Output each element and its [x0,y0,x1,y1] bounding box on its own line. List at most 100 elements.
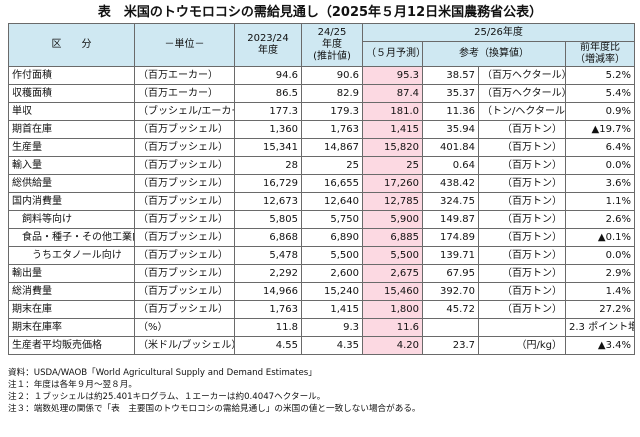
value-2025-forecast: 11.6 [362,318,423,337]
table-row: 輸出量 （百万ブッシェル） 2,292 2,600 2,675 67.95 （百万トン） 2.… [8,264,636,283]
reference-unit: （トン/ヘクタール） [478,102,566,121]
reference-unit: （百万トン） [478,174,566,193]
value-2023: 5,478 [234,246,302,265]
row-label: 期首在庫 [8,120,135,139]
value-2024: 1,415 [301,300,363,319]
row-label: うちエタノール向け [8,246,135,265]
reference-value: 35.37 [422,84,479,103]
note-3: 注３：端数処理の関係で「表 主要国のトウモロコシの需給見通し」の米国の値と一致し… [8,404,421,414]
reference-unit: （百万トン） [478,300,566,319]
table-row: 期首在庫 （百万ブッシェル） 1,360 1,763 1,415 35.94 （百万トン） ▲… [8,120,636,139]
row-unit: （百万ブッシェル） [134,174,235,193]
value-2024: 12,640 [301,192,363,211]
row-label: 輸出量 [8,264,135,283]
reference-unit: （百万トン） [478,282,566,301]
table-row: 作付面積 （百万エーカー） 94.6 90.6 95.3 38.57 （百万ヘクタール） 5.… [8,66,636,85]
row-unit: （百万エーカー） [134,66,235,85]
yoy-ratio: 2.6% [564,210,636,229]
yoy-ratio: 6.4% [564,138,636,157]
yoy-ratio: 1.4% [564,282,636,301]
header-kubun: 区 分 [8,23,135,67]
value-2023: 1,763 [234,300,302,319]
value-2023: 5,805 [234,210,302,229]
value-2023: 177.3 [234,102,302,121]
row-unit: （百万ブッシェル） [134,246,235,265]
row-label: 輸入量 [8,156,135,175]
row-unit: （%） [134,318,235,337]
reference-value: 0.64 [422,156,479,175]
row-label: 単収 [8,102,135,121]
reference-value: 139.71 [422,246,479,265]
reference-value: 35.94 [422,120,479,139]
header-2024: 24/25 年度 (推計値) [301,23,363,67]
row-label: 収穫面積 [8,84,135,103]
header-2023: 2023/24 年度 [234,23,302,67]
reference-value: 392.70 [422,282,479,301]
value-2024: 90.6 [301,66,363,85]
value-2024: 2,600 [301,264,363,283]
reference-value: 23.7 [422,336,479,355]
note-2: 注２：１ブッシェルは約25.401キログラム、１エーカーは約0.4047ヘクター… [8,392,326,402]
reference-unit: （百万ヘクタール） [478,84,566,103]
yoy-ratio: 1.1% [564,192,636,211]
value-2023: 15,341 [234,138,302,157]
row-unit: （ブッシェル/エーカー） [134,102,235,121]
row-label: 生産量 [8,138,135,157]
reference-value [422,318,479,337]
table-row: 国内消費量 （百万ブッシェル） 12,673 12,640 12,785 324.75 （百… [8,192,636,211]
header-unit: －単位－ [134,23,235,67]
reference-unit: （百万トン） [478,120,566,139]
value-2023: 16,729 [234,174,302,193]
yoy-ratio: ▲0.1% [564,228,636,247]
value-2023: 1,360 [234,120,302,139]
value-2025-forecast: 5,900 [362,210,423,229]
row-label: 飼料等向け [8,210,135,229]
reference-unit: （百万トン） [478,264,566,283]
value-2024: 5,500 [301,246,363,265]
row-unit: （百万ブッシェル） [134,210,235,229]
row-unit: （百万ブッシェル） [134,300,235,319]
value-2024: 5,750 [301,210,363,229]
table-row: 期末在庫 （百万ブッシェル） 1,763 1,415 1,800 45.72 （百万トン） 2… [8,300,636,319]
header-ratio: 前年度比 （増減率） [564,41,636,67]
value-2023: 14,966 [234,282,302,301]
value-2024: 15,240 [301,282,363,301]
yoy-ratio: 5.4% [564,84,636,103]
supply-demand-table: 区 分 －単位－ 2023/24 年度 24/25 年度 (推計値) 25/26年度 … [8,23,636,355]
row-unit: （百万ブッシェル） [134,282,235,301]
table-row: 単収（ブッシェル/エーカー）177.3179.3181.011.36（トン/ヘク… [8,102,636,121]
reference-value: 45.72 [422,300,479,319]
reference-unit: （百万トン） [478,138,566,157]
value-2023: 6,868 [234,228,302,247]
table-row: 総消費量 （百万ブッシェル） 14,966 15,240 15,460 392.70 （百万… [8,282,636,301]
reference-value: 174.89 [422,228,479,247]
yoy-ratio: 0.9% [564,102,636,121]
table-row: 期末在庫率 （%） 11.8 9.3 11.6 2.3 ポイント増 [8,318,636,337]
value-2025-forecast: 6,885 [362,228,423,247]
row-unit: （百万ブッシェル） [134,192,235,211]
value-2025-forecast: 15,460 [362,282,423,301]
note-source: 資料：USDA/WAOB「World Agricultural Supply a… [8,368,317,378]
reference-unit: （百万ヘクタール） [478,66,566,85]
yoy-ratio: 27.2% [564,300,636,319]
row-label: 総消費量 [8,282,135,301]
value-2024: 6,890 [301,228,363,247]
value-2025-forecast: 87.4 [362,84,423,103]
row-label: 総供給量 [8,174,135,193]
value-2025-forecast: 4.20 [362,336,423,355]
table-row: 食品・種子・その他工業向け（百万ブッシェル）6,8686,8906,885174… [8,228,636,247]
row-label: 食品・種子・その他工業向け [8,228,135,247]
yoy-ratio: 3.6% [564,174,636,193]
value-2023: 4.55 [234,336,302,355]
row-unit: （百万ブッシェル） [134,138,235,157]
row-unit: （百万ブッシェル） [134,264,235,283]
reference-unit: （百万トン） [478,228,566,247]
value-2025-forecast: 5,500 [362,246,423,265]
value-2025-forecast: 181.0 [362,102,423,121]
yoy-ratio: ▲19.7% [564,120,636,139]
reference-value: 38.57 [422,66,479,85]
reference-value: 149.87 [422,210,479,229]
value-2025-forecast: 1,415 [362,120,423,139]
table-row: 飼料等向け （百万ブッシェル） 5,805 5,750 5,900 149.87 （百万トン… [8,210,636,229]
table-row: 収穫面積 （百万エーカー） 86.5 82.9 87.4 35.37 （百万ヘクタール） 5.… [8,84,636,103]
